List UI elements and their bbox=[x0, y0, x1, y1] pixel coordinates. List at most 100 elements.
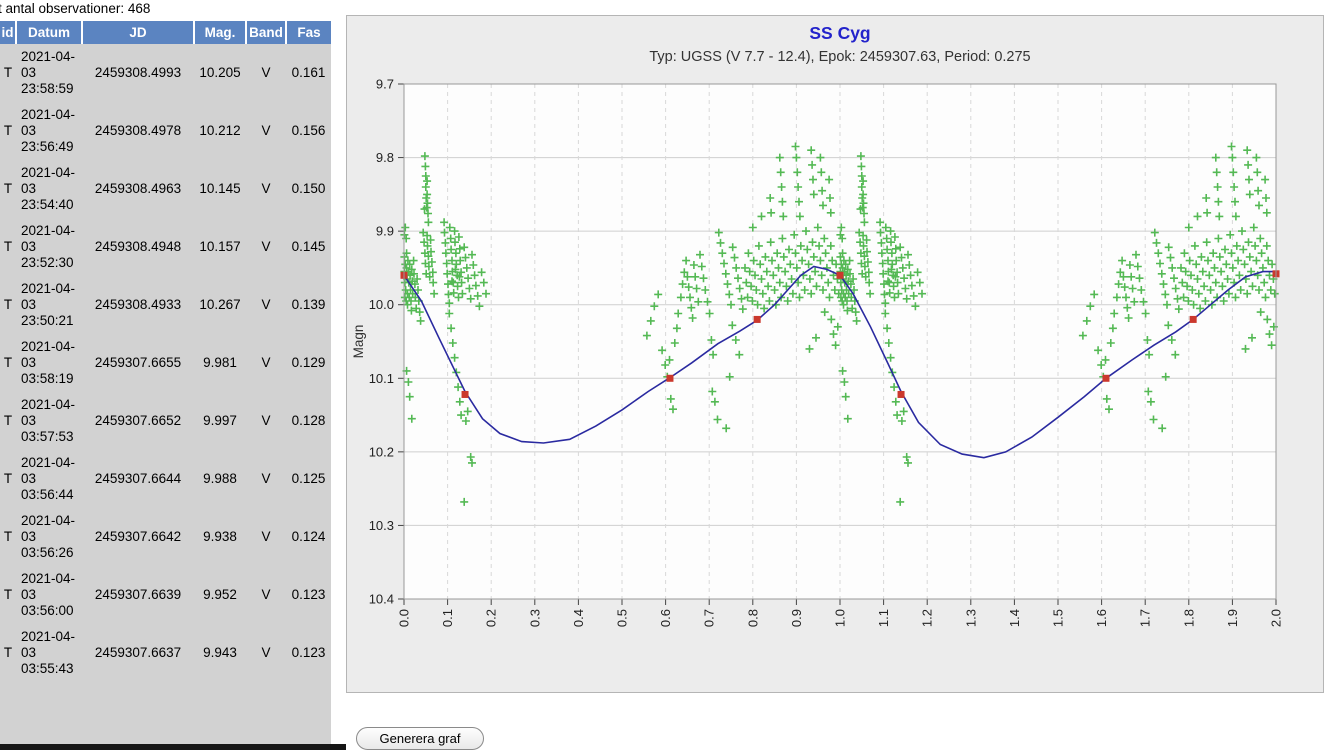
svg-text:9.9: 9.9 bbox=[376, 224, 394, 239]
svg-text:1.7: 1.7 bbox=[1138, 609, 1153, 627]
cell-band: V bbox=[261, 413, 271, 428]
column-header-fas: Fas bbox=[285, 21, 331, 44]
svg-text:0.6: 0.6 bbox=[658, 609, 673, 627]
observations-table-container: id Datum JD Mag. Band Fas T 2021-04-03 23:58:5… bbox=[0, 21, 331, 750]
cell-id: T bbox=[3, 413, 13, 428]
generate-graph-button[interactable]: Generera graf bbox=[356, 727, 484, 750]
cell-mag: 9.938 bbox=[203, 529, 237, 544]
svg-text:9.8: 9.8 bbox=[376, 150, 394, 165]
cell-fas: 0.161 bbox=[291, 65, 326, 80]
svg-text:1.2: 1.2 bbox=[920, 609, 935, 627]
table-row: T 2021-04-03 03:57:53 2459307.6652 9.997 V 0.… bbox=[0, 392, 331, 450]
cell-mag: 9.952 bbox=[203, 587, 237, 602]
table-row: T 2021-04-03 03:56:00 2459307.6639 9.952 V 0.… bbox=[0, 566, 331, 624]
column-header-band: Band bbox=[245, 21, 287, 44]
cell-datum: 2021-04-03 23:58:59 bbox=[21, 49, 76, 96]
cell-id: T bbox=[3, 587, 13, 602]
table-row: T 2021-04-03 23:54:40 2459308.4963 10.145 V 0… bbox=[0, 160, 331, 218]
cell-fas: 0.139 bbox=[291, 297, 326, 312]
cell-datum: 2021-04-03 03:56:26 bbox=[21, 513, 76, 560]
cell-jd: 2459307.6655 bbox=[94, 355, 182, 370]
cell-fas: 0.129 bbox=[291, 355, 326, 370]
cell-mag: 9.943 bbox=[203, 645, 237, 660]
svg-text:0.3: 0.3 bbox=[527, 609, 542, 627]
cell-jd: 2459307.6642 bbox=[94, 529, 182, 544]
cell-mag: 9.988 bbox=[203, 471, 237, 486]
cell-id: T bbox=[3, 239, 13, 254]
cell-fas: 0.124 bbox=[291, 529, 326, 544]
cell-jd: 2459307.6639 bbox=[94, 587, 182, 602]
chart-panel: 9.7 9.8 9.9 10.0 10.1 10.2 10.3 10.4 0.0 0.1 0.2 0.… bbox=[346, 15, 1324, 693]
svg-text:1.3: 1.3 bbox=[963, 609, 978, 627]
cell-id: T bbox=[3, 355, 13, 370]
cell-mag: 10.145 bbox=[199, 181, 241, 196]
svg-text:9.7: 9.7 bbox=[376, 77, 394, 92]
cell-datum: 2021-04-03 03:56:00 bbox=[21, 571, 76, 618]
cell-id: T bbox=[3, 471, 13, 486]
cell-band: V bbox=[261, 355, 271, 370]
cell-fas: 0.145 bbox=[291, 239, 326, 254]
svg-text:0.7: 0.7 bbox=[702, 609, 717, 627]
svg-text:0.8: 0.8 bbox=[745, 609, 760, 627]
cell-datum: 2021-04-03 23:50:21 bbox=[21, 281, 76, 328]
table-row: T 2021-04-03 03:56:26 2459307.6642 9.938 V 0.… bbox=[0, 508, 331, 566]
cell-mag: 10.157 bbox=[199, 239, 241, 254]
svg-text:Magn: Magn bbox=[351, 325, 366, 359]
cell-mag: 10.212 bbox=[199, 123, 241, 138]
cell-datum: 2021-04-03 03:58:19 bbox=[21, 339, 76, 386]
svg-text:1.5: 1.5 bbox=[1051, 609, 1066, 627]
cell-band: V bbox=[261, 181, 271, 196]
svg-text:0.1: 0.1 bbox=[440, 609, 455, 627]
svg-text:1.9: 1.9 bbox=[1225, 609, 1240, 627]
svg-text:10.3: 10.3 bbox=[369, 518, 394, 533]
cell-jd: 2459307.6637 bbox=[94, 645, 182, 660]
cell-id: T bbox=[3, 181, 13, 196]
observations-table: id Datum JD Mag. Band Fas T 2021-04-03 23:58:5… bbox=[0, 21, 331, 682]
column-header-mag: Mag. bbox=[193, 21, 247, 44]
cell-jd: 2459307.6644 bbox=[94, 471, 182, 486]
svg-text:10.0: 10.0 bbox=[369, 297, 394, 312]
table-header-row: id Datum JD Mag. Band Fas bbox=[0, 21, 331, 44]
cell-fas: 0.123 bbox=[291, 587, 326, 602]
cell-mag: 9.997 bbox=[203, 413, 237, 428]
cell-datum: 2021-04-03 23:56:49 bbox=[21, 107, 76, 154]
cell-band: V bbox=[261, 645, 271, 660]
cell-datum: 2021-04-03 03:57:53 bbox=[21, 397, 76, 444]
cell-mag: 10.205 bbox=[199, 65, 241, 80]
cell-band: V bbox=[261, 297, 271, 312]
phase-plot: 9.7 9.8 9.9 10.0 10.1 10.2 10.3 10.40.0 0.1 0.2 0.… bbox=[351, 77, 1284, 628]
bottom-edge-strip bbox=[0, 744, 346, 750]
svg-text:0.9: 0.9 bbox=[789, 609, 804, 627]
cell-id: T bbox=[3, 529, 13, 544]
cell-fas: 0.125 bbox=[291, 471, 326, 486]
svg-text:10.2: 10.2 bbox=[369, 444, 394, 459]
cell-band: V bbox=[261, 123, 271, 138]
table-row: T 2021-04-03 23:56:49 2459308.4978 10.212 V 0… bbox=[0, 102, 331, 160]
svg-text:1.0: 1.0 bbox=[833, 609, 848, 627]
svg-text:0.2: 0.2 bbox=[484, 609, 499, 627]
cell-datum: 2021-04-03 03:56:44 bbox=[21, 455, 76, 502]
cell-band: V bbox=[261, 471, 271, 486]
cell-datum: 2021-04-03 23:54:40 bbox=[21, 165, 76, 212]
table-body: T 2021-04-03 23:58:59 2459308.4993 10.205 V 0… bbox=[0, 44, 331, 682]
cell-jd: 2459308.4948 bbox=[94, 239, 182, 254]
observation-count-label: t antal observationer: 468 bbox=[0, 1, 151, 16]
cell-band: V bbox=[261, 587, 271, 602]
svg-text:0.4: 0.4 bbox=[571, 609, 586, 627]
cell-mag: 10.267 bbox=[199, 297, 241, 312]
table-row: T 2021-04-03 03:58:19 2459307.6655 9.981 V 0.… bbox=[0, 334, 331, 392]
column-header-jd: JD bbox=[81, 21, 195, 44]
cell-fas: 0.150 bbox=[291, 181, 326, 196]
cell-jd: 2459308.4993 bbox=[94, 65, 182, 80]
table-row: T 2021-04-03 03:55:43 2459307.6637 9.943 V 0.… bbox=[0, 624, 331, 682]
chart-subtitle: Typ: UGSS (V 7.7 - 12.4), Epok: 2459307.… bbox=[649, 49, 1031, 65]
table-row: T 2021-04-03 23:58:59 2459308.4993 10.205 V 0… bbox=[0, 44, 331, 102]
cell-band: V bbox=[261, 239, 271, 254]
cell-mag: 9.981 bbox=[203, 355, 237, 370]
table-row: T 2021-04-03 23:50:21 2459308.4933 10.267 V 0… bbox=[0, 276, 331, 334]
column-header-datum: Datum bbox=[15, 21, 83, 44]
svg-text:1.4: 1.4 bbox=[1007, 609, 1022, 627]
chart-title: SS Cyg bbox=[809, 23, 871, 43]
cell-datum: 2021-04-03 23:52:30 bbox=[21, 223, 76, 270]
